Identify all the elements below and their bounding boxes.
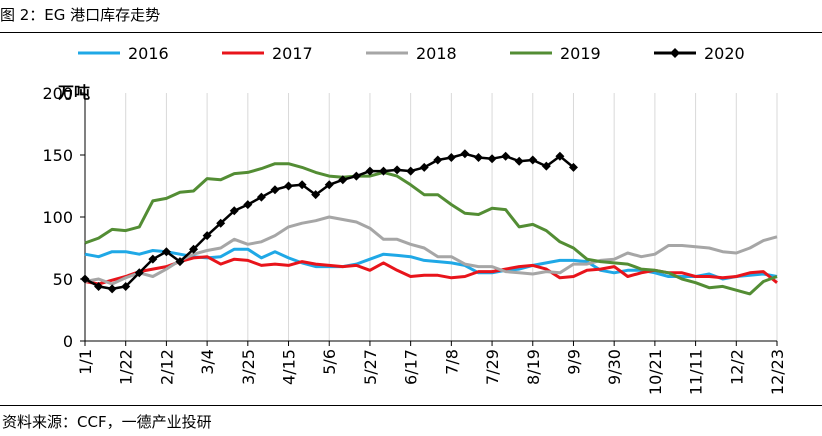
series-line-2019 [84, 162, 778, 296]
data-point-2020 [107, 284, 117, 294]
data-point-2020 [216, 218, 226, 228]
x-tick-label: 3/4 [198, 349, 217, 375]
y-tick-label: 100 [42, 208, 73, 227]
data-point-2020 [419, 162, 429, 172]
footer-rule [0, 405, 822, 406]
data-point-2020 [94, 281, 104, 291]
data-point-2020 [134, 268, 144, 278]
x-tick-label: 5/27 [361, 349, 380, 385]
source-note: 资料来源：CCF，一德产业投研 [2, 413, 212, 431]
data-point-2020 [514, 156, 524, 166]
title-rule [0, 32, 822, 33]
data-point-2020 [501, 151, 511, 161]
data-point-2020 [487, 154, 497, 164]
x-tick-label: 1/22 [117, 349, 136, 385]
x-tick-label: 9/9 [564, 349, 583, 375]
data-point-2020 [202, 231, 212, 241]
data-point-2020 [555, 151, 565, 161]
data-point-2020 [338, 175, 348, 185]
x-tick-label: 1/1 [76, 349, 95, 375]
x-tick-label: 12/2 [727, 349, 746, 385]
legend-marker-2020 [670, 48, 680, 58]
legend-label-2019: 2019 [560, 44, 601, 63]
y-tick-label: 200 [42, 84, 73, 103]
data-point-2020 [175, 257, 185, 267]
data-point-2020 [284, 181, 294, 191]
x-tick-label: 11/11 [687, 349, 706, 395]
data-point-2020 [148, 254, 158, 264]
data-point-2020 [568, 162, 578, 172]
x-tick-label: 8/19 [524, 349, 543, 385]
data-point-2020 [460, 149, 470, 159]
x-tick-label: 9/30 [605, 349, 624, 385]
x-tick-label: 10/21 [646, 349, 665, 395]
series-line-2018 [84, 215, 778, 286]
data-point-2020 [392, 165, 402, 175]
legend-label-2016: 2016 [128, 44, 169, 63]
data-point-2020 [189, 244, 199, 254]
data-point-2020 [351, 171, 361, 181]
x-tick-label: 7/8 [442, 349, 461, 375]
data-point-2020 [324, 180, 334, 190]
x-tick-label: 5/6 [320, 349, 339, 375]
data-point-2020 [256, 192, 266, 202]
y-tick-label: 150 [42, 146, 73, 165]
legend-label-2020: 2020 [704, 44, 745, 63]
data-point-2020 [270, 185, 280, 195]
data-point-2020 [297, 180, 307, 190]
data-point-2020 [121, 281, 131, 291]
y-tick-label: 50 [53, 270, 73, 289]
data-point-2020 [433, 155, 443, 165]
data-point-2020 [161, 247, 171, 257]
data-point-2020 [311, 190, 321, 200]
data-point-2020 [365, 166, 375, 176]
x-tick-label: 2/12 [157, 349, 176, 385]
data-point-2020 [446, 152, 456, 162]
data-point-2020 [80, 274, 90, 284]
y-tick-label: 0 [63, 332, 73, 351]
x-tick-label: 3/25 [239, 349, 258, 385]
data-point-2020 [473, 152, 483, 162]
legend-label-2017: 2017 [272, 44, 313, 63]
x-tick-label: 6/17 [402, 349, 421, 385]
x-tick-label: 4/15 [280, 349, 299, 385]
data-point-2020 [541, 161, 551, 171]
data-point-2020 [229, 206, 239, 216]
figure-title: 图 2：EG 港口库存走势 [0, 6, 161, 24]
data-point-2020 [528, 155, 538, 165]
data-point-2020 [243, 200, 253, 210]
legend-label-2018: 2018 [416, 44, 457, 63]
data-point-2020 [379, 166, 389, 176]
y-axis-label: 万吨 [57, 83, 90, 102]
data-point-2020 [406, 166, 416, 176]
x-tick-label: 7/29 [483, 349, 502, 385]
x-tick-label: 12/23 [768, 349, 787, 395]
